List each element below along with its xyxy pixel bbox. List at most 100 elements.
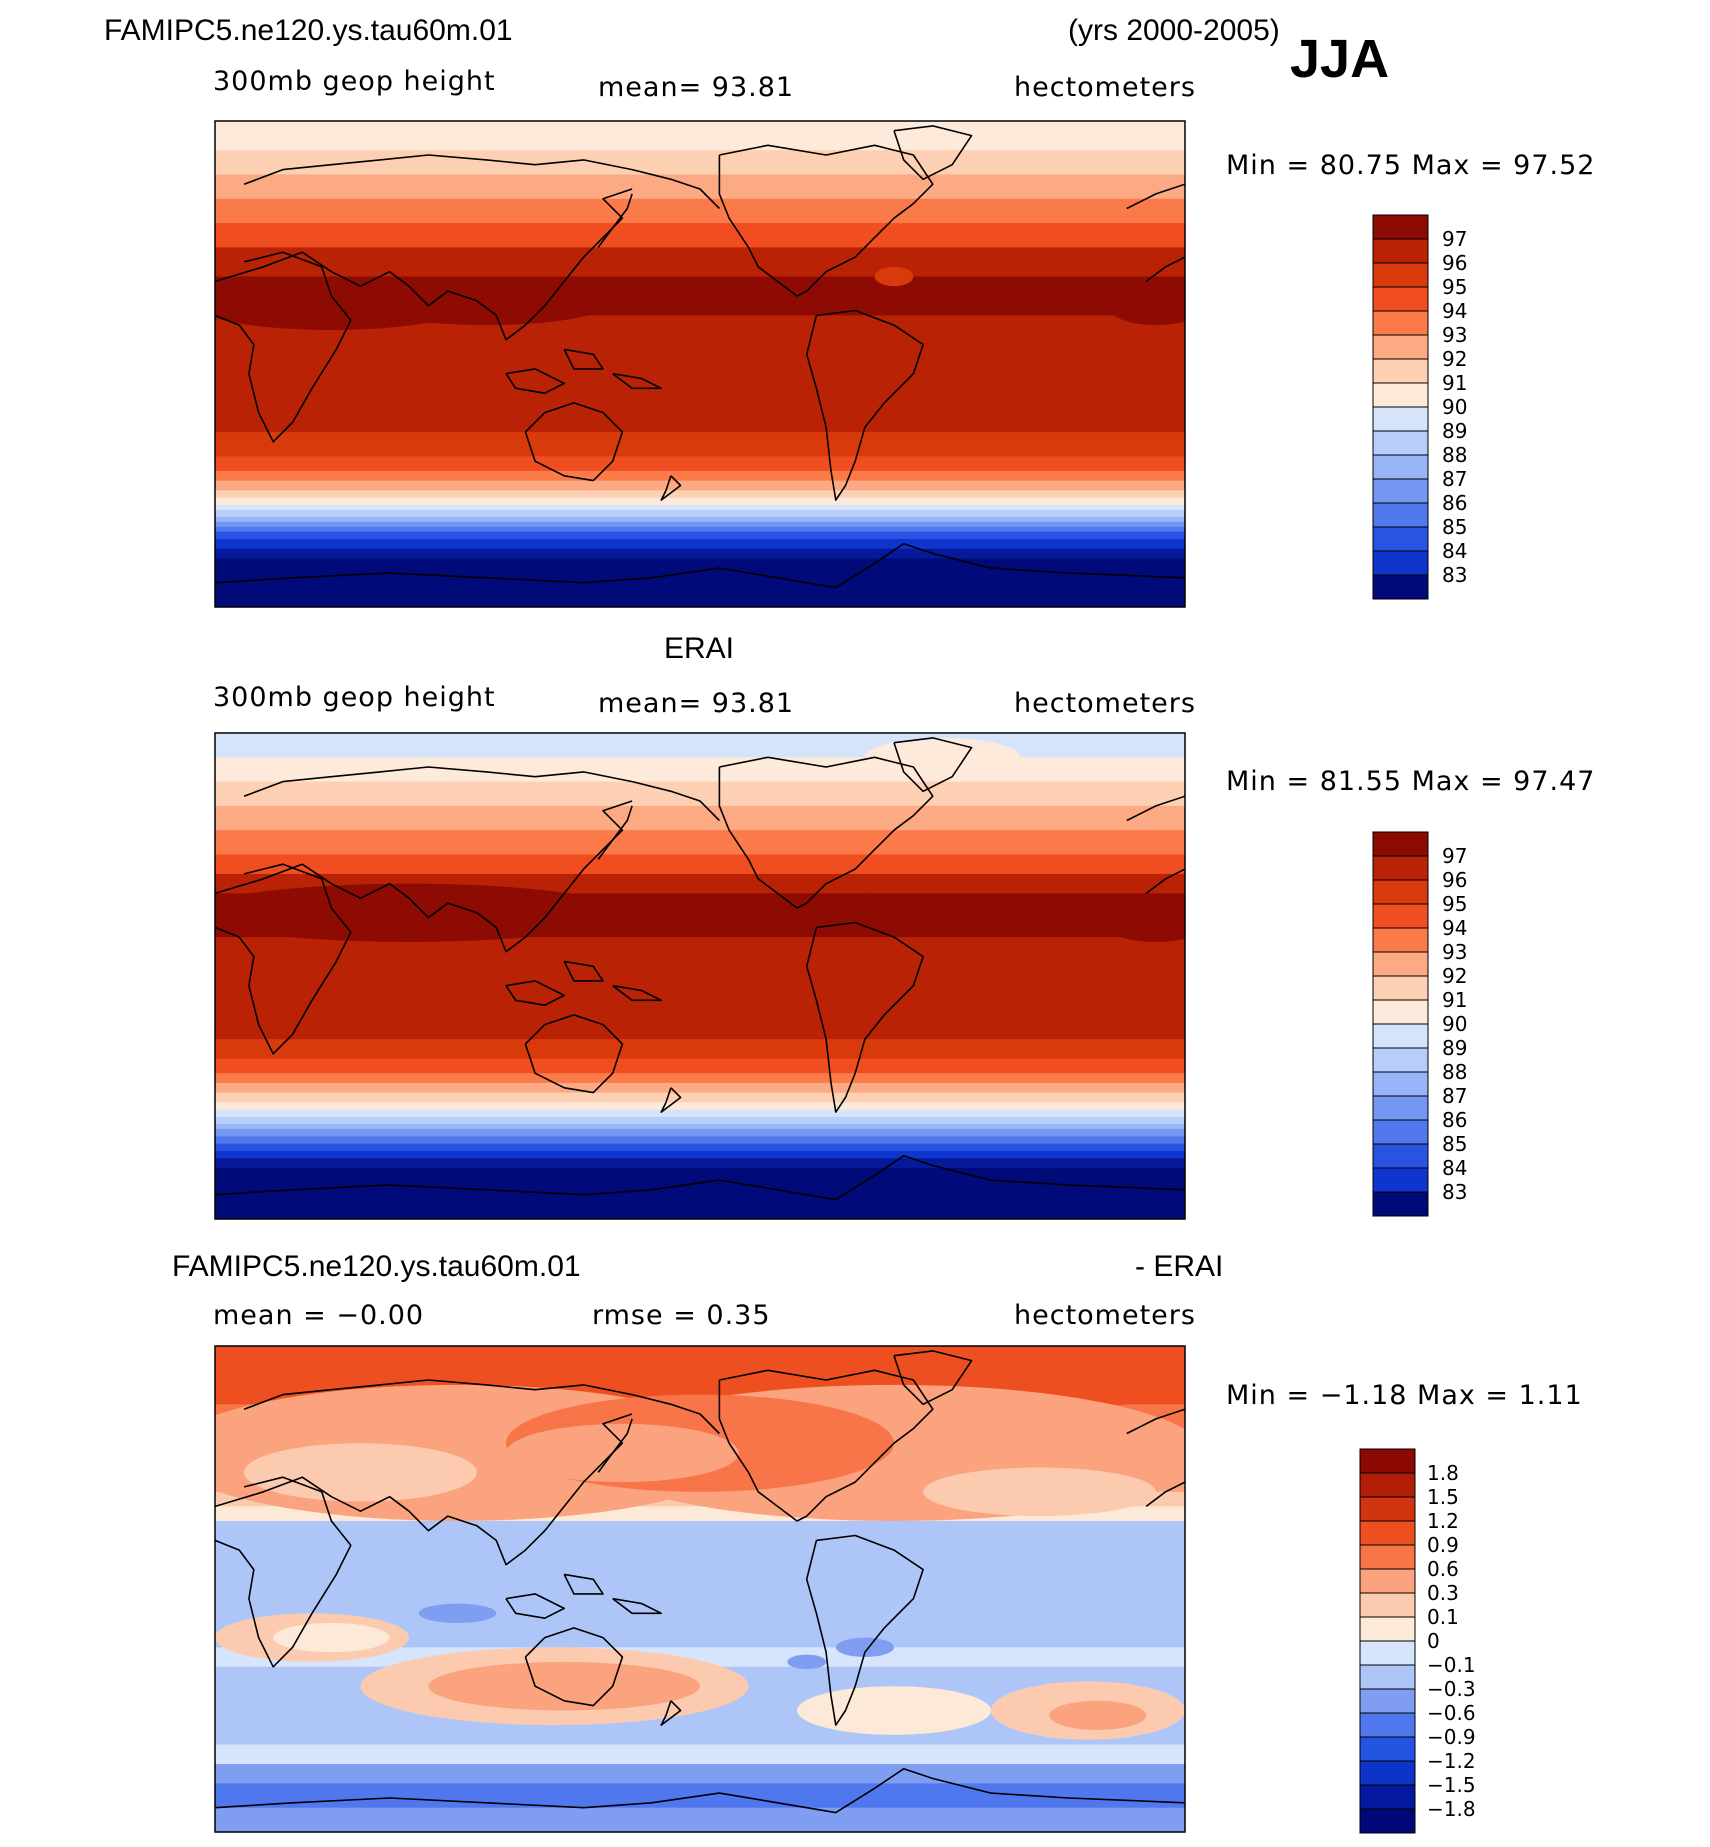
panel1-map <box>214 120 1186 608</box>
panel3-colorbar-tick-label: −0.3 <box>1427 1677 1476 1701</box>
panel1-colorbar-tick-label: 97 <box>1442 227 1467 251</box>
panel3-colorbar-swatch <box>1359 1496 1416 1522</box>
panel1-colorbar-swatch <box>1372 310 1429 336</box>
panel1-coastline <box>215 543 1185 589</box>
panel2-contour-band <box>215 781 1185 807</box>
panel1-coastline <box>893 125 973 181</box>
panel1-coastline <box>612 372 662 390</box>
panel2-coastline <box>215 1155 1185 1201</box>
panel2-units-label: hectometers <box>1014 688 1196 719</box>
panel2-coastline <box>215 863 352 1055</box>
panel2-colorbar-tick-label: 87 <box>1442 1084 1467 1108</box>
panel3-coastline <box>660 1700 682 1726</box>
panel2-coastline <box>612 984 662 1002</box>
panel1-coastline <box>805 309 924 501</box>
panel1-contour-band <box>215 526 1185 533</box>
panel2-coastline <box>505 980 565 1006</box>
panel2-contour-band <box>215 1109 1185 1118</box>
panel1-contour-band <box>215 509 1185 519</box>
panel3-contour-band <box>215 1520 1185 1639</box>
panel1-contour-band <box>215 504 1185 511</box>
panel1-colorbar-swatch <box>1372 526 1429 552</box>
panel1-contour-band <box>215 247 1185 278</box>
panel3-contour-region <box>244 1443 477 1502</box>
panel1-contour-band <box>215 480 1185 492</box>
panel3-coastline <box>1145 1481 1185 1508</box>
panel3-colorbar-swatch <box>1359 1688 1416 1714</box>
panel3-colorbar-tick-label: 0.3 <box>1427 1581 1459 1605</box>
panel1-colorbar-swatch <box>1372 214 1429 240</box>
panel3-colorbar-swatch <box>1359 1616 1416 1642</box>
panel2-contour-band <box>215 1082 1185 1094</box>
panel1-contour-band <box>215 432 1185 458</box>
panel1-colorbar-tick-label: 93 <box>1442 323 1467 347</box>
panel2-contour-band <box>215 1158 1185 1169</box>
panel1-colorbar-tick-label: 87 <box>1442 467 1467 491</box>
panel2-colorbar-swatch <box>1372 903 1429 929</box>
panel2-coastline <box>805 921 924 1113</box>
panel2-colorbar-tick-label: 85 <box>1442 1132 1467 1156</box>
panel2-colorbar-tick-label: 94 <box>1442 916 1467 940</box>
panel1-contour-band <box>215 150 1185 176</box>
panel3-colorbar-tick-label: −1.8 <box>1427 1797 1476 1821</box>
panel3-colorbar-swatch <box>1359 1448 1416 1474</box>
panel3-colorbar-swatch <box>1359 1568 1416 1594</box>
panel3-contour-region <box>797 1686 991 1735</box>
panel3-colorbar-tick-label: 0 <box>1427 1629 1440 1653</box>
panel1-colorbar-swatch <box>1372 238 1429 264</box>
panel3-colorbar-tick-label: 1.2 <box>1427 1509 1459 1533</box>
season-label: JJA <box>1290 29 1390 89</box>
panel1-frame <box>214 120 1186 608</box>
panel3-colorbar-tick-label: −0.1 <box>1427 1653 1476 1677</box>
panel2-colorbar-swatch <box>1372 951 1429 977</box>
panel1-colorbar-swatch <box>1372 502 1429 528</box>
panel1-colorbar-tick-label: 83 <box>1442 563 1467 587</box>
panel3-colorbar-swatch <box>1359 1544 1416 1570</box>
panel3-coastline <box>243 1379 720 1435</box>
panel2-contour-band <box>215 1092 1185 1104</box>
panel3-colorbar-tick-label: 0.6 <box>1427 1557 1459 1581</box>
case-title: FAMIPC5.ne120.ys.tau60m.01 <box>104 14 513 47</box>
panel2-contour-band <box>215 1167 1185 1219</box>
panel2-contour-band <box>215 1116 1185 1126</box>
panel3-coastline <box>612 1597 662 1615</box>
panel2-coastline <box>718 756 934 909</box>
panel1-colorbar-swatch <box>1372 478 1429 504</box>
panel2-coastline <box>1145 868 1185 895</box>
panel3-colorbar-swatch <box>1359 1520 1416 1546</box>
panel1-coastline <box>505 368 565 394</box>
panel2-colorbar-tick-label: 92 <box>1442 964 1467 988</box>
panel1-contour-band <box>215 497 1185 506</box>
panel2-colorbar-tick-label: 89 <box>1442 1036 1467 1060</box>
panel1-colorbar-swatch <box>1372 382 1429 408</box>
panel1-colorbar-tick-label: 89 <box>1442 419 1467 443</box>
panel1-coastline <box>215 188 633 341</box>
panel1-colorbar-tick-label: 90 <box>1442 395 1467 419</box>
panel3-contour-region <box>1049 1700 1147 1730</box>
panel1-contour-band <box>215 548 1185 560</box>
panel1-contour-band <box>215 531 1185 540</box>
panel3-contour-region <box>273 1623 390 1653</box>
panel3-coastline <box>215 1476 352 1668</box>
panel3-colorbar-tick-label: 0.9 <box>1427 1533 1459 1557</box>
panel3-rmse-label: rmse = 0.35 <box>592 1300 771 1331</box>
panel3-frame <box>214 1345 1186 1833</box>
panel2-contour-band <box>215 757 1185 783</box>
panel2-colorbar-swatch <box>1372 1191 1429 1217</box>
panel1-variable-label: 300mb geop height <box>213 66 496 97</box>
panel1-contour-region <box>874 266 914 287</box>
panel1-coastline <box>524 402 624 482</box>
panel3-coastline <box>505 1593 565 1619</box>
panel3-colorbar: 1.81.51.20.90.60.30.10−0.1−0.3−0.6−0.9−1… <box>1359 1448 1476 1834</box>
panel1-colorbar-swatch <box>1372 286 1429 312</box>
panel3-colorbar-tick-label: −1.2 <box>1427 1749 1476 1773</box>
panel2-colorbar-swatch <box>1372 1095 1429 1121</box>
panel2-coastline <box>1126 795 1185 822</box>
panel2-colorbar-swatch <box>1372 831 1429 857</box>
panel2-colorbar-swatch <box>1372 999 1429 1025</box>
panel2-colorbar-swatch <box>1372 1071 1429 1097</box>
panel3-colorbar-swatch <box>1359 1592 1416 1618</box>
panel2-mean-label: mean= 93.81 <box>598 688 795 719</box>
panel1-mean-label: mean= 93.81 <box>598 72 795 103</box>
